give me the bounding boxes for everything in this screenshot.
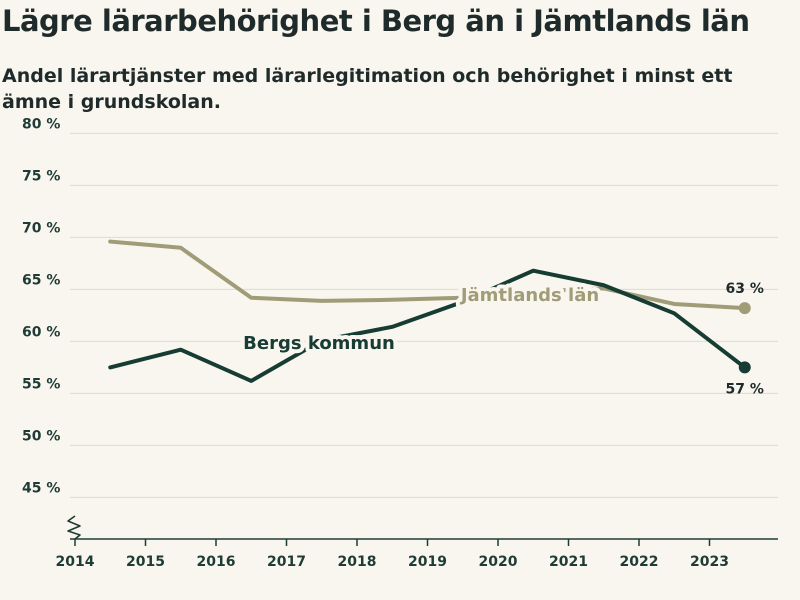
series-line-bergs-kommun bbox=[108, 268, 747, 383]
x-tick-label: 2015 bbox=[126, 554, 165, 570]
y-tick-label: 65 % bbox=[22, 272, 60, 288]
x-tick-label: 2020 bbox=[479, 554, 518, 570]
y-tick-label: 75 % bbox=[22, 168, 60, 184]
axis-break-icon bbox=[67, 515, 81, 540]
y-tick-label: 45 % bbox=[22, 480, 60, 496]
x-tick-label: 2019 bbox=[408, 554, 447, 570]
x-tick-label: 2017 bbox=[267, 554, 306, 570]
x-tick-label: 2023 bbox=[690, 554, 729, 570]
y-tick-label: 80 % bbox=[22, 116, 60, 132]
series-label-jamtlands-lan: Jämtlands län bbox=[459, 285, 599, 306]
end-point-bergs-kommun bbox=[738, 361, 751, 374]
end-point-j-mtlands-l-n bbox=[738, 302, 751, 315]
chart-subtitle: Andel lärartjänster med lärarlegitimatio… bbox=[2, 65, 733, 113]
y-tick-label: 55 % bbox=[22, 376, 60, 392]
x-tick-label: 2022 bbox=[620, 554, 659, 570]
series-line-j-mtlands-l-n bbox=[108, 239, 747, 311]
y-tick-label: 70 % bbox=[22, 220, 60, 236]
end-label-jamtlands-lan: 63 % bbox=[726, 281, 764, 297]
y-tick-label: 60 % bbox=[22, 324, 60, 340]
x-tick-label: 2021 bbox=[549, 554, 588, 570]
y-tick-label: 50 % bbox=[22, 428, 60, 444]
x-tick-label: 2016 bbox=[197, 554, 236, 570]
end-label-bergs-kommun: 57 % bbox=[726, 381, 764, 397]
x-tick-label: 2018 bbox=[338, 554, 377, 570]
chart-title: Lägre lärarbehörighet i Berg än i Jämtla… bbox=[2, 4, 750, 38]
x-tick-label: 2014 bbox=[56, 554, 95, 570]
series-label-bergs-kommun: Bergs kommun bbox=[243, 333, 395, 354]
